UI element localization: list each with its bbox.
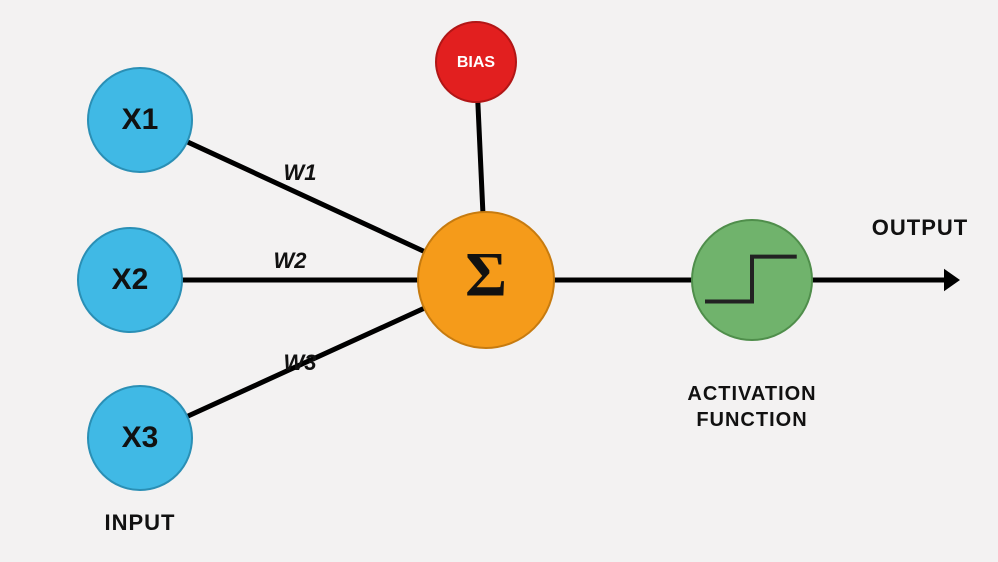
activation-function-label-line1: ACTIVATION (687, 383, 816, 405)
perceptron-diagram: X1 X2 X3 BIAS Σ W1 W2 W3 INPUT OUTPUT AC… (0, 0, 998, 562)
input-node-x3: X3 (88, 386, 192, 490)
sigma-icon: Σ (465, 239, 507, 310)
bias-node-label: BIAS (457, 54, 496, 71)
input-node-x1-label: X1 (122, 103, 159, 136)
output-label: OUTPUT (872, 215, 968, 240)
weight-label-w1: W1 (284, 160, 317, 185)
summation-node: Σ (418, 212, 554, 348)
output-arrow (812, 269, 960, 291)
input-node-x3-label: X3 (122, 421, 159, 454)
activation-function-label-line2: FUNCTION (696, 409, 807, 431)
input-node-x1: X1 (88, 68, 192, 172)
input-node-x2: X2 (78, 228, 182, 332)
weight-label-w2: W2 (274, 248, 308, 273)
activation-node (692, 220, 812, 340)
input-section-label: INPUT (105, 510, 176, 535)
edge-x1-sum (187, 142, 424, 252)
bias-node: BIAS (436, 22, 516, 102)
input-node-x2-label: X2 (112, 263, 149, 296)
edge-bias-sum (478, 102, 483, 212)
weight-label-w3: W3 (284, 350, 317, 375)
arrow-head-icon (944, 269, 960, 291)
